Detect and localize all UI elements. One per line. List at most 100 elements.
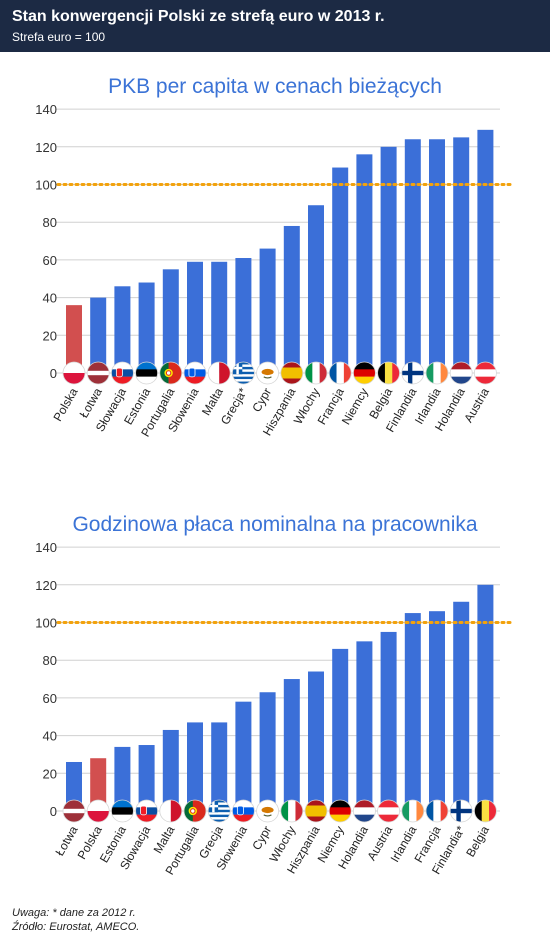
flag-austria-icon: [473, 361, 497, 385]
bar-16: [453, 601, 470, 811]
footer-note: Uwaga: * dane za 2012 r.: [12, 907, 136, 919]
header-banner: Stan konwergencji Polski ze strefą euro …: [0, 0, 550, 52]
bar-11: [332, 648, 349, 811]
bar-7: [235, 258, 252, 373]
bar-14: [404, 613, 421, 811]
flag-spain-icon: [280, 361, 304, 385]
bar-15: [429, 139, 445, 373]
x-tick-label: Polska: [50, 385, 80, 423]
flag-cyprus-icon: [256, 361, 280, 385]
chart-title: PKB per capita w cenach bieżących: [108, 75, 442, 98]
flag-portugal-icon: [159, 361, 183, 385]
y-tick-label: 20: [43, 328, 57, 343]
flag-spain-icon: [304, 799, 328, 823]
footer-source: Źródło: Eurostat, AMECO.: [12, 921, 140, 933]
y-tick-label: 120: [35, 578, 57, 593]
bar-13: [380, 146, 397, 373]
flag-netherlands-icon: [352, 799, 376, 823]
flag-belgium-icon: [473, 799, 497, 823]
y-tick-label: 20: [43, 766, 57, 781]
bar-14: [404, 139, 421, 373]
flag-ireland-icon: [425, 361, 449, 385]
bar-5: [187, 261, 203, 373]
y-tick-label: 0: [50, 804, 57, 819]
flag-slovenia-icon: [183, 361, 207, 385]
y-tick-label: 80: [43, 215, 57, 230]
bar-0: [66, 761, 82, 811]
x-tick-label: Belgia: [463, 823, 492, 859]
y-tick-label: 140: [35, 540, 57, 555]
bar-8: [259, 248, 276, 373]
y-tick-label: 40: [43, 291, 57, 306]
footer: Uwaga: * dane za 2012 r. Źródło: Eurosta…: [12, 906, 139, 934]
flag-belgium-icon: [377, 361, 401, 385]
flag-france-icon: [328, 361, 352, 385]
bar-3: [138, 282, 155, 373]
flag-latvia-icon: [86, 361, 110, 385]
bar-9: [283, 225, 300, 373]
bar-17: [477, 584, 494, 811]
flag-italy-icon: [304, 361, 328, 385]
bar-12: [356, 154, 373, 373]
bar-6: [211, 722, 228, 811]
bar-8: [259, 692, 276, 811]
flag-greece-icon: [207, 799, 231, 823]
flag-austria-icon: [377, 799, 401, 823]
bar-0: [66, 305, 82, 373]
bar-16: [453, 137, 470, 373]
bar-9: [283, 679, 300, 811]
bar-13: [380, 631, 397, 811]
flag-slovenia-icon: [231, 799, 255, 823]
bar-10: [308, 205, 324, 373]
bar-3: [138, 745, 155, 811]
chart-gdp-per-capita: PKB per capita w cenach bieżących 0 20 40 60…: [0, 52, 550, 467]
x-tick-label: Cypr: [249, 824, 274, 853]
chart-wage-svg: Godzinowa płaca nominalna na pracownika 0…: [35, 513, 516, 877]
bar-1: [90, 758, 107, 811]
page-title: Stan konwergencji Polski ze strefą euro …: [12, 8, 385, 25]
flag-finland-icon: [401, 361, 425, 385]
flag-finland-icon: [449, 799, 473, 823]
bar-11: [332, 167, 349, 373]
y-tick-label: 0: [50, 366, 57, 381]
flag-estonia-icon: [111, 799, 134, 823]
x-tick-label: Austria: [461, 385, 492, 425]
flag-germany-icon: [352, 361, 376, 385]
flag-malta-icon: [159, 799, 183, 823]
bar-4: [162, 269, 179, 373]
flag-estonia-icon: [135, 361, 159, 385]
flag-malta-icon: [207, 361, 231, 385]
bar-1: [90, 297, 107, 373]
bar-7: [235, 701, 252, 811]
y-tick-label: 100: [35, 616, 57, 631]
page-subtitle: Strefa euro = 100: [12, 30, 106, 44]
bar-17: [477, 129, 494, 373]
flag-italy-icon: [280, 799, 304, 823]
bar-4: [162, 729, 179, 811]
bar-2: [114, 286, 131, 373]
bar-5: [187, 722, 203, 811]
flag-slovakia-icon: [111, 361, 134, 385]
bar-6: [211, 261, 228, 373]
flag-poland-icon: [86, 799, 110, 823]
y-tick-label: 60: [43, 253, 57, 268]
flag-slovakia-icon: [135, 799, 159, 823]
y-tick-label: 40: [43, 729, 57, 744]
y-tick-label: 140: [35, 102, 57, 117]
y-tick-label: 80: [43, 653, 57, 668]
chart-title: Godzinowa płaca nominalna na pracownika: [72, 513, 477, 536]
flag-france-icon: [425, 799, 449, 823]
bar-10: [308, 671, 324, 811]
chart-hourly-wage: Godzinowa płaca nominalna na pracownika 0…: [0, 490, 550, 902]
x-tick-label: Cypr: [249, 386, 274, 415]
flag-ireland-icon: [401, 799, 425, 823]
y-tick-label: 60: [43, 691, 57, 706]
y-tick-label: 120: [35, 140, 57, 155]
bar-15: [429, 611, 445, 811]
flag-poland-icon: [62, 361, 86, 385]
y-tick-label: 100: [35, 178, 57, 193]
bar-12: [356, 641, 373, 811]
flag-germany-icon: [328, 799, 352, 823]
chart-gdp-svg: PKB per capita w cenach bieżących 0 20 40 60…: [35, 75, 516, 439]
flag-netherlands-icon: [449, 361, 473, 385]
